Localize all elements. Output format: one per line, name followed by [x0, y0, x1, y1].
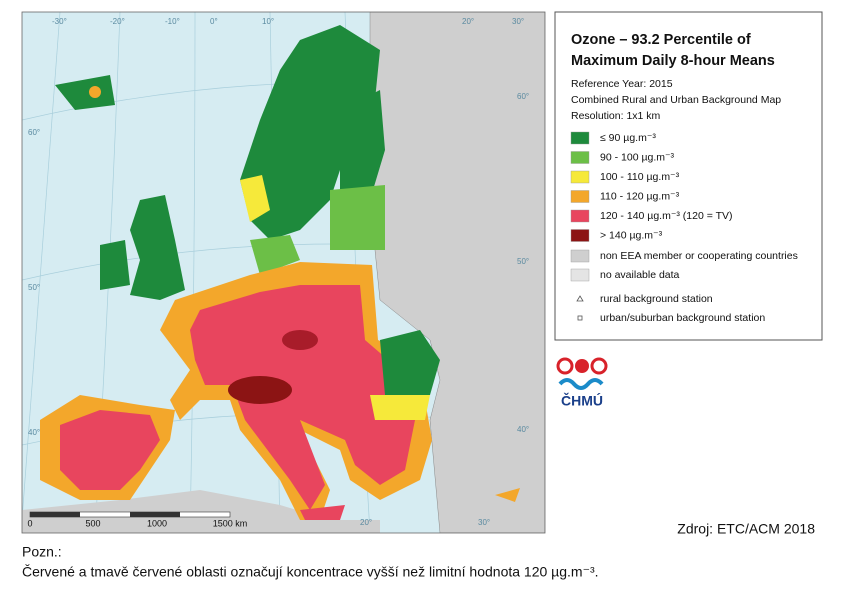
legend-title: Ozone – 93.2 Percentile of [571, 32, 751, 48]
graticule-label: -20° [110, 17, 125, 26]
scale-bar [29, 511, 231, 518]
map [22, 12, 545, 533]
graticule-label: 50° [517, 257, 529, 266]
logo: ČHMÚ [556, 357, 608, 409]
graticule-label: 60° [28, 128, 40, 137]
graticule-labels: -30° -20° -10° 0° 10° 20° 30° 60° 50° 40… [28, 17, 529, 527]
legend-swatch [570, 190, 590, 203]
legend-label: non EEA member or cooperating countries [600, 250, 798, 262]
legend-swatch [570, 249, 590, 263]
legend-info: Resolution: 1x1 km [571, 110, 661, 122]
legend-label: 120 - 140 µg.m⁻³ (120 = TV) [600, 210, 733, 222]
graticule-label: -30° [52, 17, 67, 26]
map-frame [21, 11, 546, 534]
legend-swatch [570, 268, 590, 282]
graticule-label: 10° [262, 17, 274, 26]
legend-label: urban/suburban background station [600, 312, 765, 324]
graticule-label: 40° [28, 428, 40, 437]
source: Zdroj: ETC/ACM 2018 [677, 521, 815, 537]
graticule-label: 30° [512, 17, 524, 26]
scale-label: 1500 km [213, 518, 248, 528]
legend-swatch [570, 151, 590, 164]
graticule-label: 40° [517, 425, 529, 434]
note-text: Červené a tmavě červené oblasti označují… [22, 564, 599, 580]
legend-label: 100 - 110 µg.m⁻³ [600, 171, 680, 183]
logo-text: ČHMÚ [561, 392, 603, 409]
legend-info: Combined Rural and Urban Background Map [571, 94, 781, 106]
legend-box [554, 11, 823, 341]
legend-swatch [570, 170, 590, 184]
legend-swatch [570, 209, 590, 223]
scale-labels: 0 500 1000 1500 km [27, 518, 247, 528]
graticule-label: 60° [517, 92, 529, 101]
graticule-label: 30° [478, 518, 490, 527]
legend-label: 110 - 120 µg.m⁻³ [600, 190, 680, 202]
scale-label: 1000 [147, 518, 167, 528]
scale-label: 500 [85, 518, 100, 528]
graticule-label: 50° [28, 283, 40, 292]
legend-label: > 140 µg.m⁻³ [600, 229, 663, 241]
graticule-label: 20° [360, 518, 372, 527]
graticule-label: -10° [165, 17, 180, 26]
graticule-label: 20° [462, 17, 474, 26]
legend-symbol [576, 295, 584, 302]
legend-swatch [570, 229, 590, 242]
legend-info: Reference Year: 2015 [571, 78, 673, 90]
scale-label: 0 [27, 518, 32, 528]
legend-label: 90 - 100 µg.m⁻³ [600, 151, 675, 163]
legend-title: Maximum Daily 8-hour Means [571, 53, 775, 69]
graticule-label: 0° [210, 17, 218, 26]
note-heading: Pozn.: [22, 544, 62, 560]
legend: Ozone – 93.2 Percentile of Maximum Daily… [570, 32, 798, 324]
legend-label: no available data [600, 269, 680, 281]
legend-symbol [577, 315, 583, 321]
legend-label: ≤ 90 µg.m⁻³ [600, 132, 656, 144]
legend-swatch [570, 131, 590, 145]
legend-label: rural background station [600, 293, 713, 305]
